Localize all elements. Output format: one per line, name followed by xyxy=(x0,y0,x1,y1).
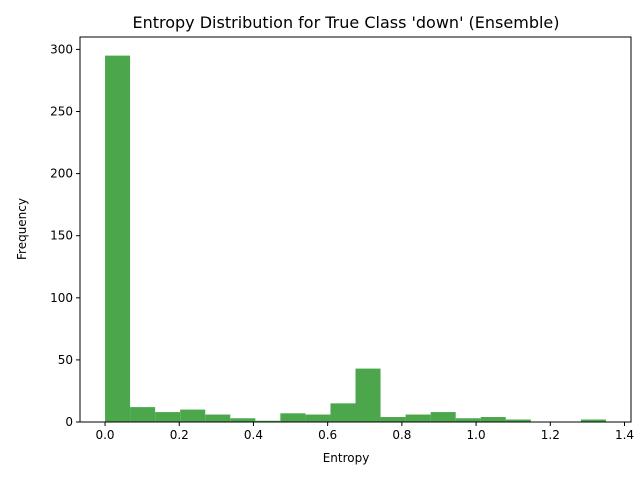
histogram-bar-7 xyxy=(280,413,306,422)
y-tick-label-2: 100 xyxy=(50,291,73,305)
x-tick-label-7: 1.4 xyxy=(615,428,634,442)
histogram-bar-10 xyxy=(355,368,381,422)
x-tick-label-2: 0.4 xyxy=(244,428,263,442)
x-tick-label-5: 1.0 xyxy=(467,428,486,442)
histogram-bar-14 xyxy=(455,418,481,422)
y-tick-label-1: 50 xyxy=(58,353,73,367)
x-axis-ticks: 0.0 0.2 0.4 0.6 0.8 1.0 1.2 1.4 xyxy=(95,422,634,442)
x-axis-label: Entropy xyxy=(323,451,370,465)
histogram-bar-19 xyxy=(580,419,606,422)
y-tick-label-3: 150 xyxy=(50,229,73,243)
histogram-bar-12 xyxy=(405,414,431,422)
plot-frame xyxy=(79,36,632,423)
histogram-bar-16 xyxy=(505,419,531,422)
y-tick-label-4: 200 xyxy=(50,167,73,181)
histogram-bar-13 xyxy=(430,412,456,422)
histogram-bar-3 xyxy=(180,409,206,422)
x-tick-label-3: 0.6 xyxy=(318,428,337,442)
y-axis-ticks: 0 50 100 150 200 250 300 xyxy=(50,42,80,429)
y-tick-label-6: 300 xyxy=(50,42,73,56)
histogram-bars xyxy=(105,55,606,423)
y-tick-label-0: 0 xyxy=(65,415,73,429)
histogram-bar-5 xyxy=(230,418,256,422)
x-tick-label-0: 0.0 xyxy=(95,428,114,442)
histogram-bar-2 xyxy=(155,412,181,422)
histogram-bar-6 xyxy=(255,420,281,422)
histogram-bar-4 xyxy=(205,414,231,422)
histogram-bar-1 xyxy=(130,407,156,422)
chart-title: Entropy Distribution for True Class 'dow… xyxy=(132,13,559,32)
x-tick-label-4: 0.8 xyxy=(392,428,411,442)
histogram-bar-9 xyxy=(330,403,356,422)
histogram-bar-8 xyxy=(305,414,331,422)
histogram-bar-0 xyxy=(105,55,131,423)
y-tick-label-5: 250 xyxy=(50,105,73,119)
y-axis-label: Frequency xyxy=(15,198,29,260)
histogram-bar-11 xyxy=(380,417,406,422)
histogram-bar-15 xyxy=(480,417,506,422)
x-tick-label-1: 0.2 xyxy=(170,428,189,442)
x-tick-label-6: 1.2 xyxy=(541,428,560,442)
